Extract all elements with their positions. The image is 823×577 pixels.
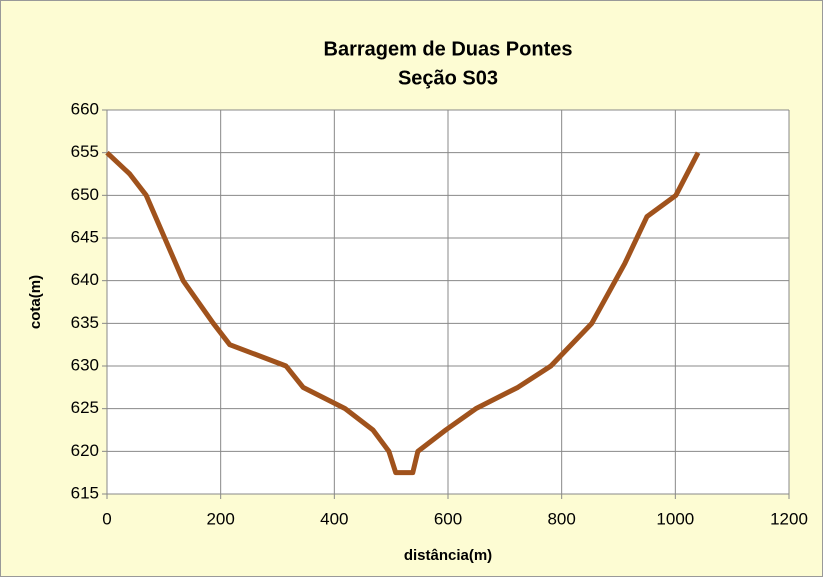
y-tick-label: 655 <box>71 142 99 161</box>
y-tick-label: 640 <box>71 270 99 289</box>
x-tick-label: 400 <box>320 509 348 528</box>
x-tick-label: 800 <box>547 509 575 528</box>
y-tick-label: 635 <box>71 313 99 332</box>
y-tick-label: 650 <box>71 185 99 204</box>
y-tick-label: 660 <box>71 99 99 118</box>
y-axis-label: cota(m) <box>27 275 44 329</box>
y-tick-label: 615 <box>71 483 99 502</box>
y-tick-label: 630 <box>71 355 99 374</box>
x-tick-label: 1000 <box>656 509 694 528</box>
y-tick-label: 625 <box>71 398 99 417</box>
x-tick-label: 0 <box>102 509 111 528</box>
y-tick-label: 620 <box>71 441 99 460</box>
x-tick-label: 1200 <box>770 509 808 528</box>
x-tick-label: 600 <box>434 509 462 528</box>
y-tick-label: 645 <box>71 227 99 246</box>
x-axis-label: distância(m) <box>404 547 492 564</box>
chart-subtitle: Seção S03 <box>398 67 498 89</box>
chart-title: Barragem de Duas Pontes <box>324 38 573 60</box>
x-tick-label: 200 <box>206 509 234 528</box>
data-line <box>105 150 701 476</box>
